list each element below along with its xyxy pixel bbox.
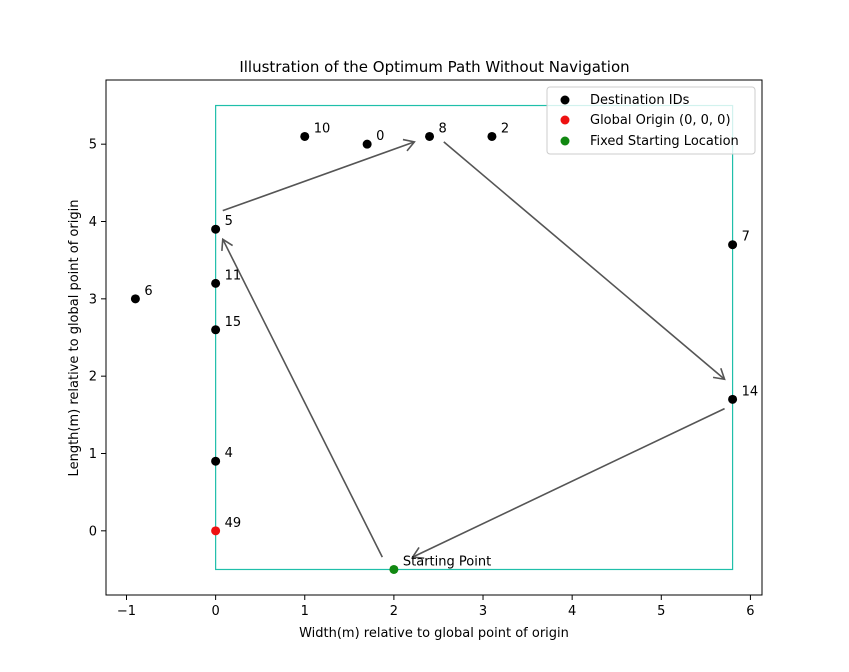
destination-point-4 [211, 456, 221, 466]
y-tick-label: 3 [89, 292, 97, 307]
destination-point-0 [362, 139, 372, 149]
destination-point-8 [425, 131, 435, 141]
destination-point-10 [300, 131, 310, 141]
x-tick-label: 1 [301, 604, 309, 619]
y-tick-label: 4 [89, 215, 97, 230]
y-tick-label: 5 [89, 138, 97, 153]
destination-point-15 [211, 325, 221, 335]
y-axis-label: Length(m) relative to global point of or… [67, 200, 82, 477]
y-tick-label: 1 [89, 447, 97, 462]
destination-point-2 [487, 131, 497, 141]
destination-label-14: 14 [742, 384, 759, 399]
destination-label-0: 0 [376, 129, 384, 144]
destination-label-15: 15 [225, 315, 242, 330]
chart-title: Illustration of the Optimum Path Without… [239, 58, 629, 76]
path-arrow-3 [443, 141, 726, 381]
legend-label-start: Fixed Starting Location [590, 134, 739, 149]
legend-frame [546, 86, 756, 155]
path-arrow-1 [221, 237, 384, 558]
destination-point-14 [728, 394, 738, 404]
destination-label-11: 11 [225, 268, 242, 283]
x-tick-label: 3 [479, 604, 487, 619]
plot-frame [105, 79, 763, 596]
x-tick-label: 0 [211, 604, 219, 619]
legend-label-destination: Destination IDs [590, 93, 690, 108]
destination-label-8: 8 [439, 121, 447, 136]
x-tick-label: 6 [746, 604, 754, 619]
plot-area [106, 80, 762, 595]
destination-point-11 [211, 278, 221, 288]
destination-label-10: 10 [314, 121, 331, 136]
x-axis-label: Width(m) relative to global point of ori… [299, 626, 569, 641]
y-tick-label: 0 [89, 524, 97, 539]
destination-label-6: 6 [144, 284, 152, 299]
destination-label-4: 4 [225, 446, 233, 461]
x-tick-label: 4 [568, 604, 576, 619]
path-arrow-2 [222, 138, 416, 212]
destination-label-7: 7 [742, 230, 750, 245]
global-origin-point [211, 526, 221, 536]
boundary-rectangle [215, 104, 734, 571]
legend-marker-destination [560, 95, 570, 105]
destination-point-5 [211, 224, 221, 234]
path-arrow-4 [411, 407, 725, 560]
starting-point-label: Starting Point [403, 554, 491, 569]
destination-label-2: 2 [501, 121, 509, 136]
x-tick-label: −1 [117, 604, 136, 619]
destination-label-5: 5 [225, 214, 233, 229]
starting-location-point [389, 564, 399, 574]
legend-marker-start [560, 136, 570, 146]
y-tick-label: 2 [89, 370, 97, 385]
legend-label-origin: Global Origin (0, 0, 0) [590, 113, 731, 128]
legend-marker-origin [560, 115, 570, 125]
destination-point-7 [728, 240, 738, 250]
legend: Destination IDs Global Origin (0, 0, 0) … [546, 86, 756, 155]
origin-label: 49 [225, 516, 242, 531]
destination-point-6 [130, 294, 140, 304]
x-tick-label: 2 [390, 604, 398, 619]
x-tick-label: 5 [657, 604, 665, 619]
